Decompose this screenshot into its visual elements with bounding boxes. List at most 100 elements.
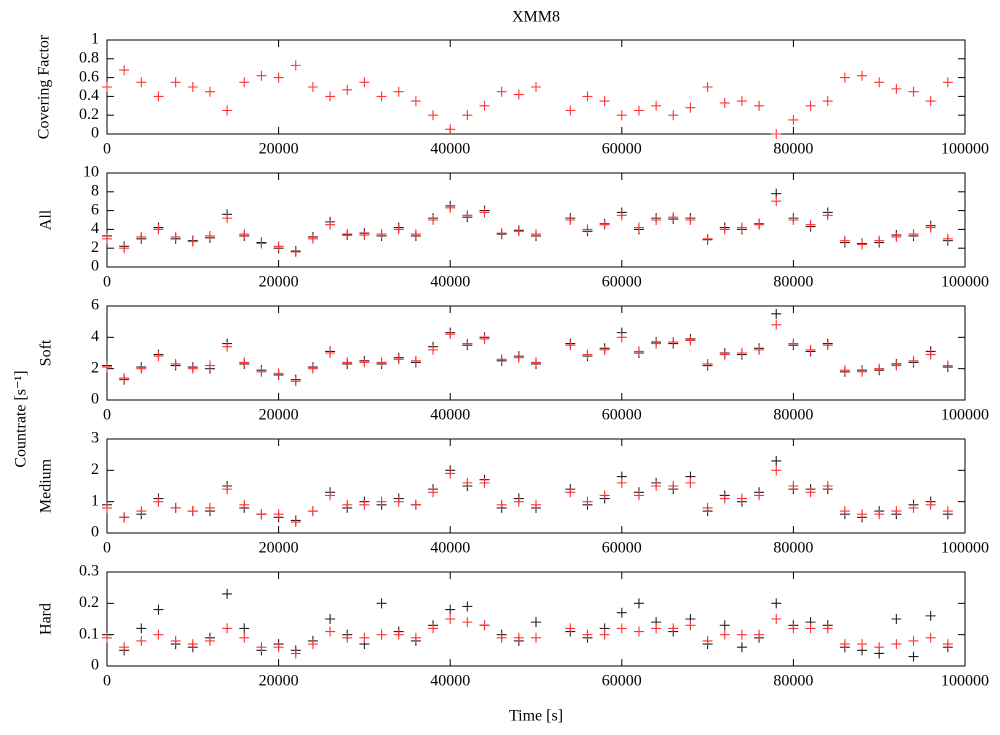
y-axis-label: Hard [38, 603, 55, 635]
data-point [651, 338, 662, 349]
data-point [668, 212, 679, 223]
data-point [136, 363, 147, 374]
data-point [754, 490, 765, 501]
data-point [342, 84, 353, 95]
data-point [256, 642, 267, 653]
data-point [290, 60, 301, 71]
data-point [771, 308, 782, 319]
data-point [565, 623, 576, 634]
data-point [651, 481, 662, 491]
data-point [857, 239, 868, 250]
data-point [685, 477, 696, 488]
data-point [187, 363, 198, 374]
data-point [616, 623, 627, 634]
data-point [513, 89, 524, 100]
data-point [891, 231, 902, 242]
data-point [102, 362, 112, 373]
data-point [839, 365, 850, 376]
data-point [376, 629, 387, 640]
data-point [565, 340, 576, 351]
data-point [393, 629, 404, 640]
data-point [153, 604, 164, 615]
plot-frame [106, 438, 966, 534]
data-point [839, 72, 850, 83]
x-tick-label: 60000 [602, 673, 642, 690]
data-point [925, 632, 936, 643]
data-point [685, 102, 696, 113]
y-tick-label: 1 [91, 492, 99, 509]
data-point [771, 129, 782, 139]
data-point [736, 222, 747, 233]
x-tick-label: 80000 [773, 673, 813, 690]
data-point [342, 499, 353, 510]
data-point [479, 333, 490, 344]
y-tick-label: 3 [91, 430, 99, 447]
data-point [462, 601, 473, 612]
x-tick-label: 20000 [259, 274, 299, 291]
data-point [376, 496, 387, 507]
data-point [479, 477, 490, 488]
x-tick-label: 100000 [941, 673, 989, 690]
data-point [942, 233, 953, 244]
x-tick-label: 60000 [602, 540, 642, 557]
data-point [239, 229, 250, 240]
data-point [582, 91, 593, 102]
data-point [651, 215, 662, 225]
data-point [702, 358, 713, 369]
y-axis-label: All [38, 209, 55, 230]
data-point [788, 114, 799, 125]
x-tick-label: 60000 [602, 141, 642, 158]
data-point [136, 635, 147, 646]
data-point [222, 213, 233, 224]
data-point [136, 231, 147, 242]
data-point [410, 499, 421, 510]
data-point [651, 623, 662, 634]
data-point [239, 499, 250, 510]
data-point [599, 629, 610, 640]
y-tick-label: 0 [91, 258, 99, 275]
data-point [102, 632, 112, 643]
x-tick-label: 40000 [430, 673, 470, 690]
data-point [359, 230, 370, 241]
data-point [445, 604, 456, 615]
data-point [479, 100, 490, 111]
data-point [428, 215, 439, 225]
data-point [633, 222, 644, 233]
data-point [925, 222, 936, 233]
data-point [702, 233, 713, 244]
data-point [891, 639, 902, 650]
data-point [908, 651, 919, 662]
data-point [102, 502, 112, 513]
data-point [857, 366, 868, 377]
data-point [925, 610, 936, 621]
data-point [428, 623, 439, 634]
data-point [719, 224, 730, 235]
data-point [857, 639, 868, 650]
y-tick-label: 0.3 [79, 563, 99, 580]
data-point [531, 632, 541, 643]
y-tick-label: 0.6 [79, 68, 99, 85]
data-point [307, 82, 318, 92]
data-point [410, 96, 421, 107]
data-point [668, 623, 679, 634]
y-tick-label: 0 [91, 391, 99, 408]
data-point [736, 493, 747, 504]
x-tick-label: 0 [103, 407, 111, 424]
data-point [119, 65, 130, 76]
data-point [702, 502, 713, 513]
data-point [616, 210, 627, 221]
y-tick-label: 8 [91, 182, 99, 199]
data-point [736, 96, 747, 107]
data-point [531, 229, 541, 240]
data-point [805, 219, 816, 230]
data-point [942, 360, 953, 371]
data-point [462, 110, 473, 121]
data-point [874, 77, 885, 88]
x-tick-label: 0 [103, 141, 111, 158]
y-tick-label: 0 [91, 125, 99, 142]
data-point [736, 348, 747, 358]
data-point [342, 357, 353, 368]
data-point [942, 506, 953, 517]
data-point [633, 346, 644, 357]
data-point [805, 487, 816, 498]
